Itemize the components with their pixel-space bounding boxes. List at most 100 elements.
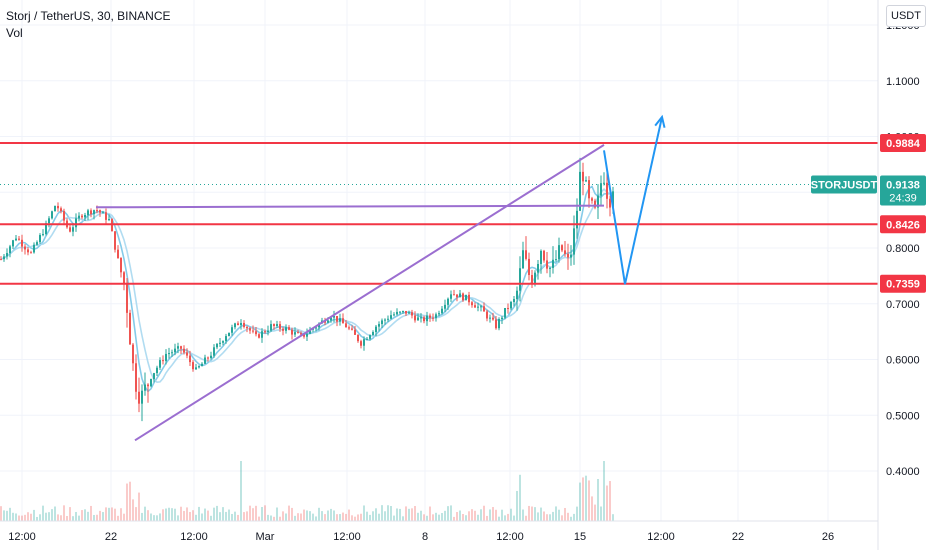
volume-bar [168,507,170,521]
volume-bar [282,511,284,521]
candle-body [192,362,194,370]
candle-body [519,268,521,291]
volume-bar [462,514,464,521]
candle-body [222,341,224,343]
volume-bar [597,478,599,521]
candle-body [210,355,212,359]
volume-bar [477,514,479,521]
candle-body [72,227,74,232]
candle-body [87,210,89,215]
volume-bar [6,510,8,521]
candle-body [213,347,215,356]
volume-bar [21,515,23,521]
candle-body [162,360,164,362]
candle-body [453,294,455,296]
x-tick-label: 12:00 [496,531,524,543]
volume-bar [270,515,272,521]
candle-body [438,313,440,315]
candle-body [36,242,38,245]
volume-bar [570,516,572,521]
currency-unit-button[interactable]: USDT [886,5,926,27]
candle-body [288,327,290,330]
candle-body [186,352,188,356]
candle-body [483,306,485,312]
volume-bar [543,511,545,521]
volume-bar [426,515,428,521]
candle-body [96,210,98,212]
volume-bar [30,513,32,521]
volume-bar [51,509,53,521]
volume-bar [588,480,590,521]
drawing-tools [95,114,666,442]
volume-label[interactable]: Vol [6,26,23,40]
volume-bar [393,515,395,521]
candle-body [78,215,80,219]
volume-bar [354,516,356,521]
volume-bar [594,504,596,521]
candle-body [99,210,101,213]
candle-body [366,338,368,340]
time-axis[interactable]: 12:00 22 12:00 Mar 12:00 8 12:00 15 12:00 22 26 [8,531,834,543]
volume-bar [510,508,512,521]
candle-body [183,348,185,353]
candle-body [384,319,386,321]
candle-body [165,353,167,361]
candle-body [531,275,533,285]
volume-bar [15,513,17,521]
symbol-title[interactable]: Storj / TetherUS, 30, BINANCE [6,9,171,23]
candle-body [135,363,137,392]
volume-bar [420,510,422,521]
volume-bar [390,506,392,521]
volume-bar [345,513,347,521]
volume-bar [195,514,197,521]
candle-body [609,198,611,208]
volume-bar [132,499,134,521]
candle-body [195,367,197,370]
volume-bar [378,513,380,521]
volume-bar [546,514,548,521]
candle-body [150,379,152,387]
candle-body [90,210,92,215]
volume-bar [108,507,110,521]
volume-bar [60,515,62,521]
volume-bar [192,510,194,521]
volume-bar [138,492,140,521]
volume-bar [444,510,446,521]
volume-bar [324,514,326,521]
candle-body [93,210,95,215]
volume-bar [246,511,248,521]
volume-bar [432,514,434,521]
volume-bar [171,508,173,521]
candle-body [588,180,590,199]
candle-body [552,259,554,268]
candle-body [201,363,203,367]
volume-bar [48,512,50,521]
volume-bar [525,515,527,521]
volume-bar [573,513,575,521]
volume-bar [333,510,335,521]
volume-bar [600,506,602,521]
volume-bar [102,512,104,521]
volume-bar [120,508,122,521]
candle-body [264,331,266,333]
volume-bar [537,512,539,521]
volume-bar [579,482,581,521]
candle-body [357,334,359,342]
volume-bar [276,507,278,521]
candle-body [120,258,122,273]
candle-body [282,328,284,331]
volume-bar [330,508,332,521]
volume-bar [492,507,494,521]
volume-bar [414,506,416,521]
price-axis[interactable]: 1.20001.10001.00000.90000.80000.70000.60… [886,20,920,478]
volume-bar [42,505,44,521]
candle-body [216,343,218,348]
volume-bar [609,481,611,521]
volume-bar [156,515,158,521]
candle-body [489,317,491,319]
volume-bar [12,512,14,521]
candle-body [408,312,410,314]
candle-body [387,318,389,320]
